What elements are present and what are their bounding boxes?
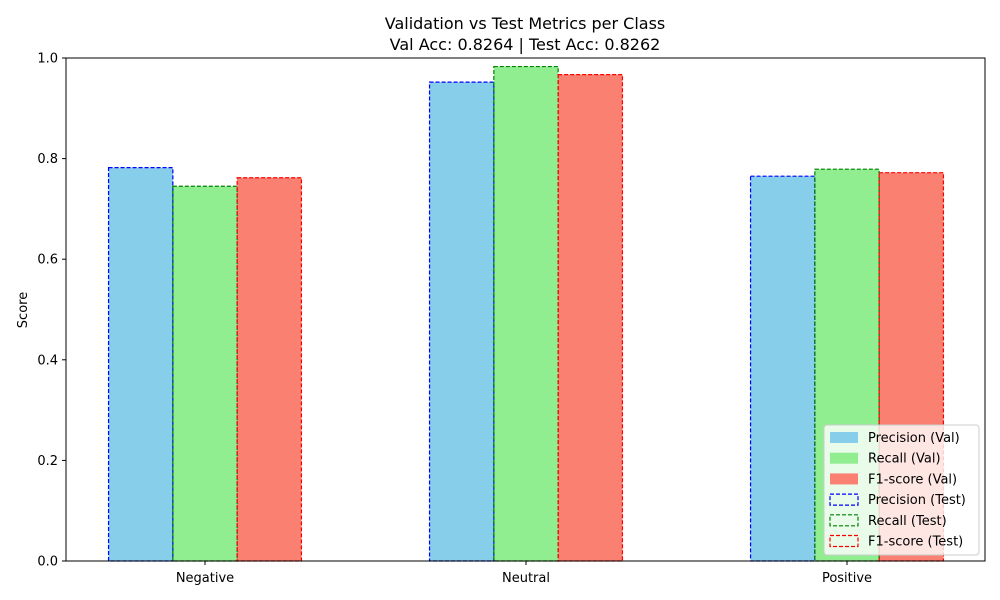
bar-f1-score-test-negative <box>236 177 303 562</box>
legend-swatch <box>829 493 859 506</box>
y-tick-label: 1.0 <box>37 52 58 67</box>
legend-swatch <box>830 432 858 443</box>
axes-layer: 0.0 0.2 0.4 0.6 0.8 1.0 Negative Neutral Positiv… <box>37 52 986 586</box>
y-tick-label: 0.6 <box>37 253 58 268</box>
bar-precision-val-positive <box>750 176 815 561</box>
y-tick-label: 0.8 <box>37 152 58 167</box>
legend-swatch <box>829 514 859 527</box>
bar-f1-score-val-negative <box>237 177 302 562</box>
x-tick-label: Negative <box>176 571 234 586</box>
bar-f1-score-test-positive <box>878 172 945 562</box>
x-tick-label: Positive <box>822 571 872 586</box>
bar-f1-score-val-neutral <box>558 74 623 561</box>
legend-label: Recall (Val) <box>868 452 941 467</box>
bar-recall-val-neutral <box>493 66 559 562</box>
legend-label: F1-score (Val) <box>868 472 957 487</box>
chart-title: Validation vs Test Metrics per Class <box>385 14 666 33</box>
y-axis-label: Score <box>16 292 31 328</box>
bar-recall-val-negative <box>172 186 238 561</box>
y-tick-label: 0.0 <box>37 555 58 570</box>
legend: Precision (Val) Recall (Val) F1-score (Val… <box>823 424 980 556</box>
legend-swatch <box>829 534 859 548</box>
chart-subtitle: Val Acc: 0.8264 | Test Acc: 0.8262 <box>390 35 661 54</box>
legend-label: Precision (Test) <box>868 493 966 508</box>
legend-swatch <box>830 473 858 485</box>
bar-precision-val-negative <box>108 167 173 562</box>
legend-label: Precision (Val) <box>868 431 960 446</box>
legend-swatch <box>830 452 858 464</box>
bars-layer <box>107 65 945 562</box>
legend-box <box>823 424 980 556</box>
legend-label: F1-score (Test) <box>868 535 963 550</box>
bar-precision-test-neutral <box>428 81 495 562</box>
y-tick-label: 0.2 <box>37 454 58 469</box>
x-tick-label: Neutral <box>502 571 550 586</box>
legend-label: Recall (Test) <box>868 514 947 529</box>
y-tick-label: 0.4 <box>37 353 58 368</box>
bar-precision-val-neutral <box>429 82 494 562</box>
